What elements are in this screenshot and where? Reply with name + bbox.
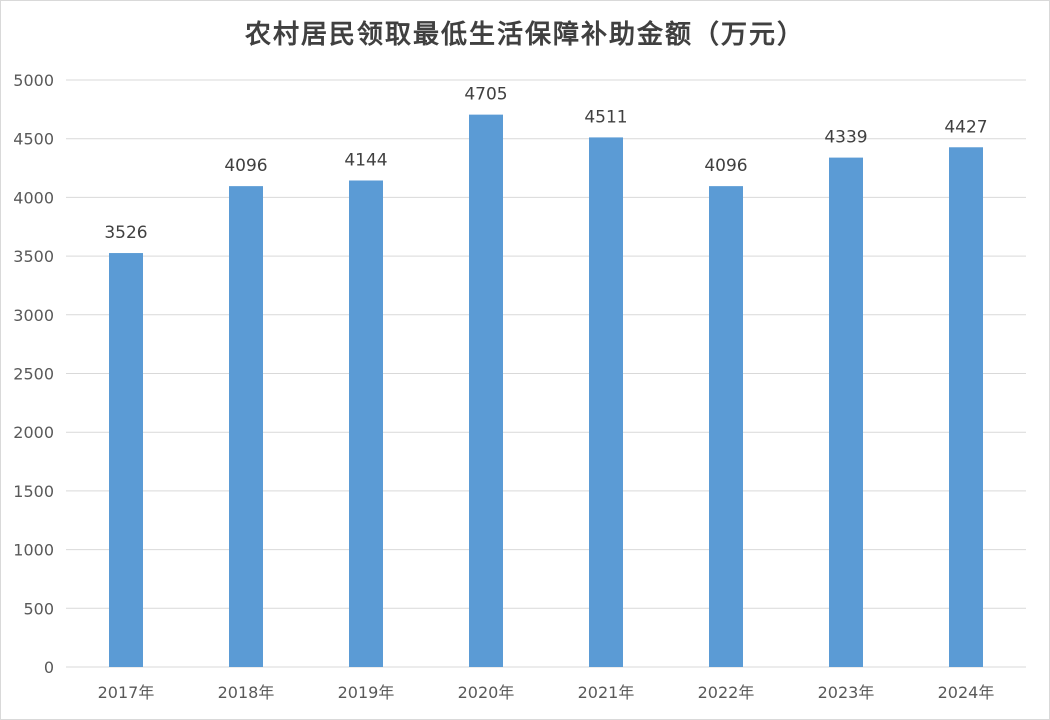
bar [229,186,263,668]
data-label: 4096 [704,156,747,176]
x-axis-ticks: 2017年 2018年 2019年 2020年 2021年 2022年 2023年 2024年 [98,683,995,702]
x-tick-label: 2024年 [938,683,995,702]
bar [469,114,503,668]
bar [109,253,143,667]
y-tick-label: 3500 [13,247,54,266]
gridlines [66,79,1026,668]
data-label: 3526 [104,223,147,243]
data-label: 4339 [824,128,867,148]
data-labels: 3526 4096 4144 4705 4511 4096 4339 4427 [104,85,987,243]
chart-title: 农村居民领取最低生活保障补助金额（万元） [244,20,805,50]
x-tick-label: 2021年 [578,683,635,702]
x-tick-label: 2017年 [98,683,155,702]
y-tick-label: 2500 [13,365,54,384]
bars [109,114,983,668]
x-tick-label: 2018年 [218,683,275,702]
data-label: 4427 [944,117,987,137]
y-tick-label: 1500 [13,482,54,501]
y-tick-label: 500 [23,599,54,618]
y-tick-label: 2000 [13,423,54,442]
bar [949,147,983,667]
x-tick-label: 2019年 [338,683,395,702]
data-label: 4096 [224,156,267,176]
y-tick-label: 3000 [13,306,54,325]
data-label: 4511 [584,107,627,127]
data-label: 4144 [344,150,387,170]
y-tick-label: 0 [44,658,54,677]
bar [349,180,383,668]
bar [709,186,743,668]
x-tick-label: 2020年 [458,683,515,702]
y-tick-label: 4500 [13,130,54,149]
y-tick-label: 4000 [13,188,54,207]
y-tick-label: 5000 [13,71,54,90]
bar [829,157,863,668]
bar [589,137,623,668]
x-tick-label: 2023年 [818,683,875,702]
y-axis-ticks: 0 500 1000 1500 2000 2500 3000 3500 4000 4500 5000 [13,71,54,677]
x-tick-label: 2022年 [698,683,755,702]
data-label: 4705 [464,85,507,105]
y-tick-label: 1000 [13,541,54,560]
